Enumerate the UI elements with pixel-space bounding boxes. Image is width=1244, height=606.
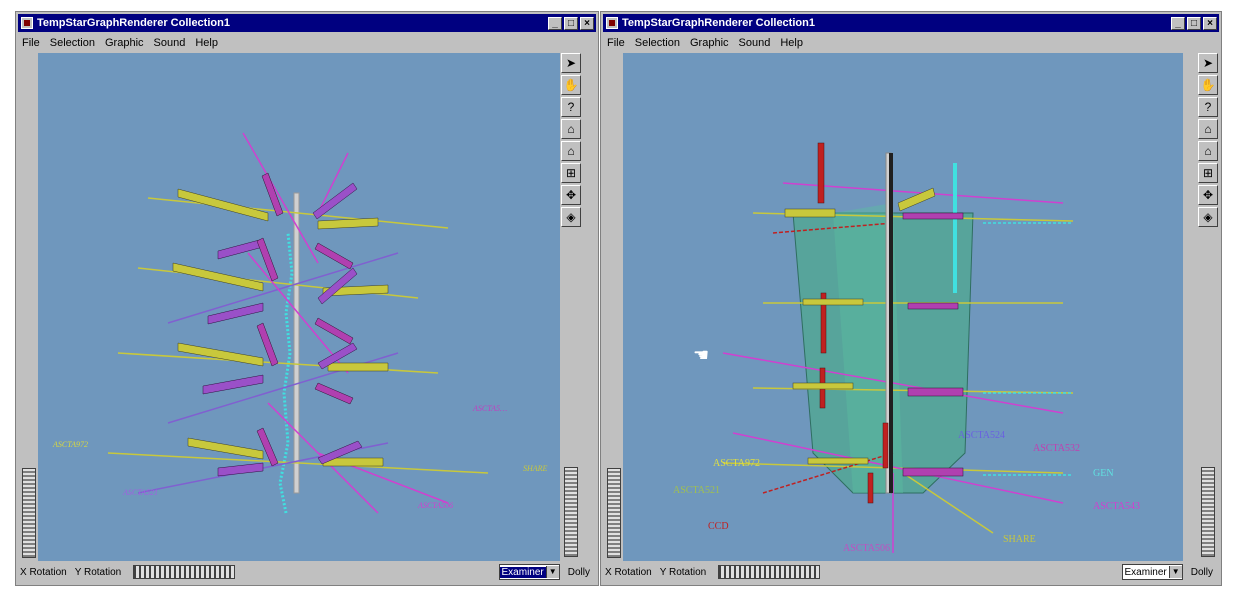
x-rotation-wheel[interactable] — [718, 565, 821, 579]
node-label: ASCTA972 — [713, 458, 760, 469]
left-strip — [603, 53, 623, 561]
dolly-wheel[interactable] — [564, 467, 578, 557]
node-label: SHARE — [1003, 534, 1036, 545]
x-rotation-wheel[interactable] — [133, 565, 236, 579]
menu-graphic[interactable]: Graphic — [690, 37, 729, 49]
y-rotation-label: Y Rotation — [74, 566, 122, 578]
dolly-label: Dolly — [1190, 566, 1213, 578]
viewer-mode-select[interactable]: Examiner ▼ — [498, 564, 560, 580]
node-label: ASCTA524 — [958, 430, 1005, 441]
dolly-wheel[interactable] — [1201, 467, 1215, 557]
projection-icon[interactable]: ◈ — [561, 207, 581, 227]
window-title: TempStarGraphRenderer Collection1 — [37, 17, 230, 29]
x-rotation-label: X Rotation — [605, 566, 652, 578]
seek-icon[interactable]: ✥ — [561, 185, 581, 205]
node-label: GEN — [1093, 468, 1114, 479]
app-icon — [21, 17, 33, 29]
projection-icon[interactable]: ◈ — [1198, 207, 1218, 227]
node-label: CCD — [708, 521, 729, 532]
y-rotation-wheel[interactable] — [22, 468, 36, 558]
chevron-down-icon[interactable]: ▼ — [1168, 566, 1182, 578]
viewer-mode-select[interactable]: Examiner ▼ — [1121, 564, 1183, 580]
title-bar[interactable]: TempStarGraphRenderer Collection1 _ □ × — [603, 14, 1219, 32]
node-label: ASCTA506 — [843, 543, 890, 554]
left-strip — [18, 53, 38, 561]
pointer-icon[interactable]: ➤ — [1198, 53, 1218, 73]
menu-selection[interactable]: Selection — [634, 37, 680, 49]
close-button[interactable]: × — [1203, 16, 1217, 30]
minimize-button[interactable]: _ — [1171, 16, 1185, 30]
viewer-toolbar: ➤ ✋ ? ⌂ ⌂ ⊞ ✥ ◈ — [560, 53, 582, 229]
seek-icon[interactable]: ✥ — [1198, 185, 1218, 205]
hand-icon[interactable]: ✋ — [561, 75, 581, 95]
node-label: ASCTA521 — [673, 485, 720, 496]
view-all-icon[interactable]: ⊞ — [561, 163, 581, 183]
tree-graph-with-hull: ASCTA524 ASCTA532 GEN ASCTA543 SHARE ASC… — [673, 142, 1140, 554]
menu-bar: File Selection Graphic Sound Help — [603, 34, 1219, 52]
menu-selection[interactable]: Selection — [49, 37, 95, 49]
menu-sound[interactable]: Sound — [153, 37, 186, 49]
close-button[interactable]: × — [580, 16, 594, 30]
home-icon[interactable]: ⌂ — [561, 119, 581, 139]
set-home-icon[interactable]: ⌂ — [561, 141, 581, 161]
menu-file[interactable]: File — [607, 37, 625, 49]
help-icon[interactable]: ? — [561, 97, 581, 117]
maximize-button[interactable]: □ — [1187, 16, 1201, 30]
menu-file[interactable]: File — [22, 37, 40, 49]
right-window: TempStarGraphRenderer Collection1 _ □ × … — [600, 11, 1222, 586]
viewer-mode-value: Examiner — [499, 566, 546, 578]
menu-graphic[interactable]: Graphic — [105, 37, 144, 49]
node-label: ASCTA506 — [417, 501, 453, 510]
title-bar[interactable]: TempStarGraphRenderer Collection1 _ □ × — [18, 14, 596, 32]
help-icon[interactable]: ? — [1198, 97, 1218, 117]
maximize-button[interactable]: □ — [564, 16, 578, 30]
dolly-label: Dolly — [567, 566, 590, 578]
viewer-mode-value: Examiner — [1122, 566, 1169, 578]
hand-cursor-icon: ☚ — [693, 345, 709, 365]
node-label: ASCTA521 — [122, 488, 158, 497]
status-bar: X Rotation Y Rotation Examiner ▼ Dolly — [603, 563, 1219, 581]
node-label: ASCTA532 — [1033, 443, 1080, 454]
set-home-icon[interactable]: ⌂ — [1198, 141, 1218, 161]
node-label: ASCTA5… — [472, 404, 507, 413]
node-label: ASCTA543 — [1093, 501, 1140, 512]
menu-help[interactable]: Help — [195, 37, 218, 49]
chevron-down-icon[interactable]: ▼ — [545, 566, 559, 578]
menu-bar: File Selection Graphic Sound Help — [18, 34, 596, 52]
3d-viewport[interactable]: ASCTA972 ASCTA521 ASCTA506 SHARE ASCTA5… — [18, 53, 560, 561]
minimize-button[interactable]: _ — [548, 16, 562, 30]
node-label: SHARE — [523, 464, 548, 473]
hand-icon[interactable]: ✋ — [1198, 75, 1218, 95]
status-bar: X Rotation Y Rotation Examiner ▼ Dolly — [18, 563, 596, 581]
view-all-icon[interactable]: ⊞ — [1198, 163, 1218, 183]
app-icon — [606, 17, 618, 29]
y-rotation-wheel[interactable] — [607, 468, 621, 558]
3d-viewport[interactable]: ASCTA524 ASCTA532 GEN ASCTA543 SHARE ASC… — [603, 53, 1183, 561]
home-icon[interactable]: ⌂ — [1198, 119, 1218, 139]
menu-help[interactable]: Help — [780, 37, 803, 49]
pointer-icon[interactable]: ➤ — [561, 53, 581, 73]
viewer-toolbar: ➤ ✋ ? ⌂ ⌂ ⊞ ✥ ◈ — [1197, 53, 1219, 229]
x-rotation-label: X Rotation — [20, 566, 67, 578]
left-window: TempStarGraphRenderer Collection1 _ □ × … — [15, 11, 599, 586]
window-title: TempStarGraphRenderer Collection1 — [622, 17, 815, 29]
y-rotation-label: Y Rotation — [659, 566, 707, 578]
menu-sound[interactable]: Sound — [738, 37, 771, 49]
node-label: ASCTA972 — [52, 440, 88, 449]
tree-graph: ASCTA972 ASCTA521 ASCTA506 SHARE ASCTA5… — [52, 132, 548, 514]
